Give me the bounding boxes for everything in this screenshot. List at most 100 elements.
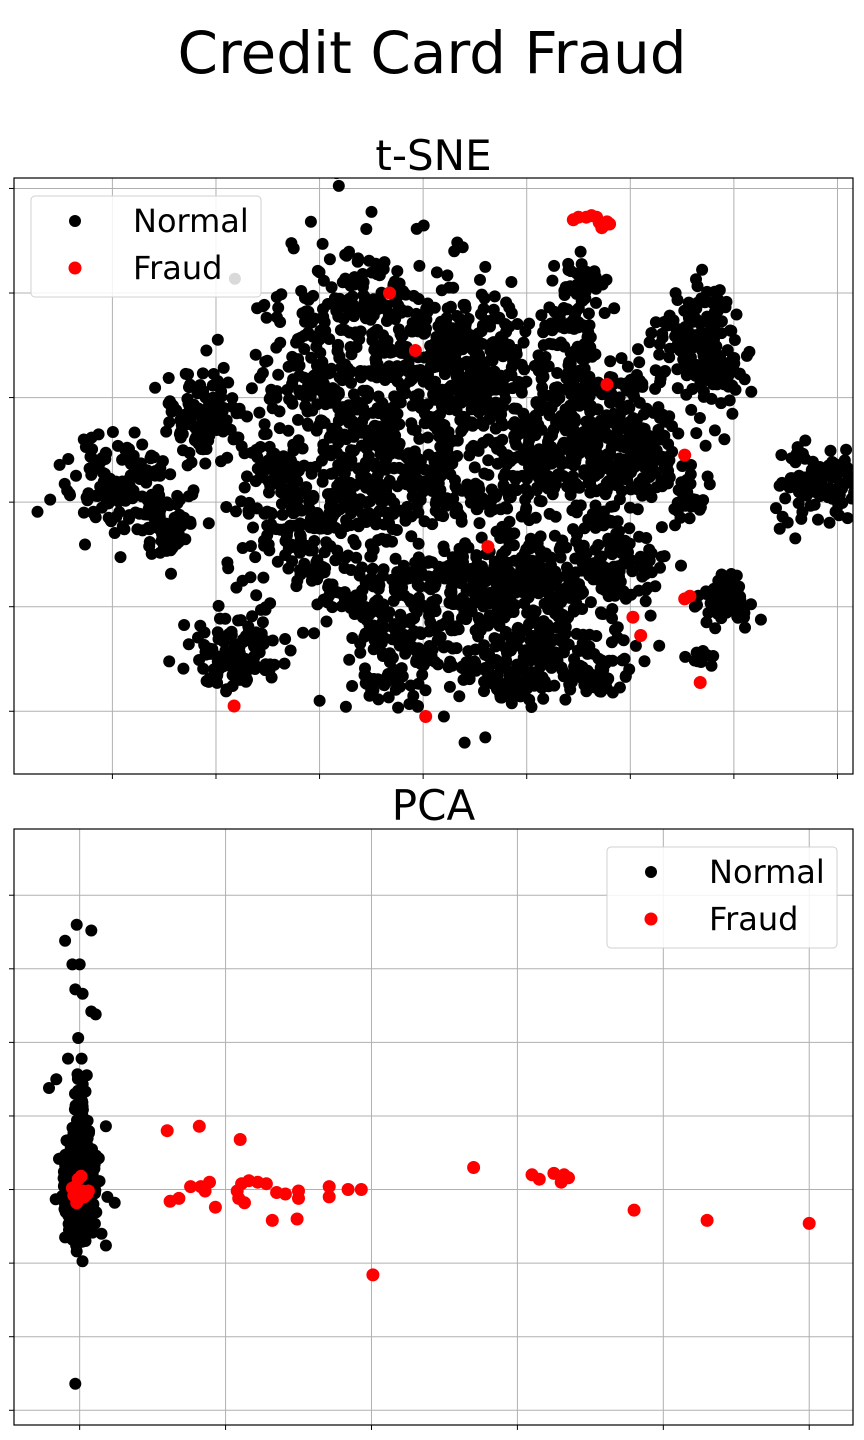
scatter-point-normal	[644, 609, 657, 622]
scatter-point-normal	[479, 587, 492, 600]
scatter-point-normal	[300, 481, 313, 494]
scatter-point-normal	[319, 398, 332, 411]
scatter-point-normal	[31, 505, 44, 518]
scatter-point-normal	[432, 477, 445, 490]
scatter-point-normal	[553, 385, 566, 398]
scatter-point-normal	[374, 448, 387, 461]
scatter-point-normal	[784, 472, 797, 485]
scatter-point-normal	[493, 619, 506, 632]
scatter-point-normal	[498, 685, 511, 698]
scatter-point-normal	[407, 289, 420, 302]
scatter-point-normal	[567, 590, 580, 603]
scatter-point-normal	[529, 669, 542, 682]
legend-label-fraud: Fraud	[133, 249, 222, 287]
scatter-point-normal	[510, 438, 523, 451]
scatter-point-normal	[478, 639, 490, 652]
subplot-title: t-SNE	[375, 131, 491, 180]
scatter-point-normal	[464, 496, 477, 509]
scatter-point-normal	[512, 570, 525, 583]
scatter-point-normal	[305, 316, 318, 329]
scatter-point-normal	[446, 659, 459, 672]
scatter-point-normal	[312, 379, 325, 392]
scatter-point-normal	[715, 315, 728, 328]
scatter-point-normal	[331, 544, 344, 557]
scatter-point-normal	[422, 556, 435, 569]
scatter-point-fraud	[322, 1190, 336, 1204]
scatter-point-normal	[582, 307, 595, 320]
scatter-point-normal	[320, 615, 333, 628]
scatter-point-normal	[390, 446, 403, 459]
scatter-point-normal	[655, 550, 668, 563]
scatter-point-normal	[435, 284, 448, 297]
scatter-point-normal	[823, 516, 836, 529]
scatter-point-normal	[59, 934, 72, 947]
scatter-point-normal	[458, 411, 471, 424]
scatter-point-normal	[555, 458, 568, 471]
scatter-point-normal	[362, 385, 375, 398]
scatter-point-normal	[691, 280, 704, 293]
scatter-point-normal	[344, 459, 357, 472]
scatter-point-normal	[687, 340, 700, 353]
scatter-point-normal	[233, 402, 246, 415]
scatter-point-normal	[376, 569, 389, 582]
scatter-point-normal	[415, 476, 428, 489]
scatter-point-normal	[299, 400, 312, 412]
scatter-point-normal	[547, 575, 560, 588]
legend-box	[606, 846, 838, 949]
scatter-point-normal	[611, 531, 624, 544]
scatter-point-normal	[378, 491, 391, 504]
scatter-point-normal	[799, 434, 812, 447]
scatter-point-normal	[470, 664, 483, 677]
scatter-point-normal	[371, 434, 384, 447]
scatter-point-normal	[489, 490, 502, 503]
scatter-point-normal	[583, 628, 596, 641]
scatter-point-normal	[548, 482, 561, 495]
scatter-point-normal	[108, 527, 121, 539]
scatter-point-normal	[745, 598, 757, 611]
scatter-point-normal	[675, 559, 687, 572]
scatter-point-normal	[238, 481, 251, 494]
scatter-point-normal	[140, 476, 153, 489]
scatter-point-normal	[106, 426, 119, 438]
scatter-point-normal	[838, 464, 851, 477]
scatter-point-normal	[622, 456, 635, 469]
scatter-point-normal	[523, 452, 536, 465]
scatter-point-normal	[503, 593, 516, 606]
scatter-point-fraud	[160, 1124, 174, 1138]
scatter-point-normal	[455, 515, 468, 528]
scatter-point-normal	[76, 987, 89, 1000]
scatter-point-normal	[270, 311, 283, 324]
scatter-point-normal	[582, 431, 595, 444]
scatter-point-normal	[367, 543, 380, 556]
scatter-point-normal	[382, 368, 395, 381]
scatter-point-normal	[113, 506, 126, 518]
scatter-point-fraud	[290, 1212, 304, 1226]
scatter-point-normal	[521, 472, 533, 485]
scatter-point-normal	[656, 331, 669, 344]
scatter-point-normal	[187, 404, 200, 417]
scatter-point-normal	[542, 438, 554, 451]
scatter-point-normal	[800, 489, 813, 502]
scatter-point-normal	[381, 479, 394, 492]
scatter-point-normal	[719, 301, 732, 314]
scatter-point-normal	[368, 419, 381, 432]
scatter-point-normal	[374, 295, 387, 308]
scatter-point-normal	[754, 613, 767, 626]
scatter-point-normal	[688, 600, 701, 613]
scatter-point-normal	[448, 245, 461, 258]
scatter-point-normal	[285, 395, 298, 407]
scatter-point-normal	[848, 486, 853, 499]
scatter-point-normal	[733, 368, 746, 381]
scatter-point-normal	[405, 417, 418, 430]
scatter-point-normal	[521, 606, 534, 619]
scatter-point-normal	[79, 1235, 92, 1247]
scatter-point-normal	[709, 344, 721, 357]
scatter-point-normal	[164, 468, 177, 481]
scatter-point-normal	[322, 578, 335, 591]
scatter-point-normal	[838, 454, 851, 467]
scatter-point-normal	[560, 372, 573, 385]
scatter-point-normal	[508, 527, 521, 540]
scatter-point-normal	[585, 456, 598, 469]
scatter-point-normal	[463, 569, 476, 582]
scatter-point-normal	[658, 365, 671, 378]
